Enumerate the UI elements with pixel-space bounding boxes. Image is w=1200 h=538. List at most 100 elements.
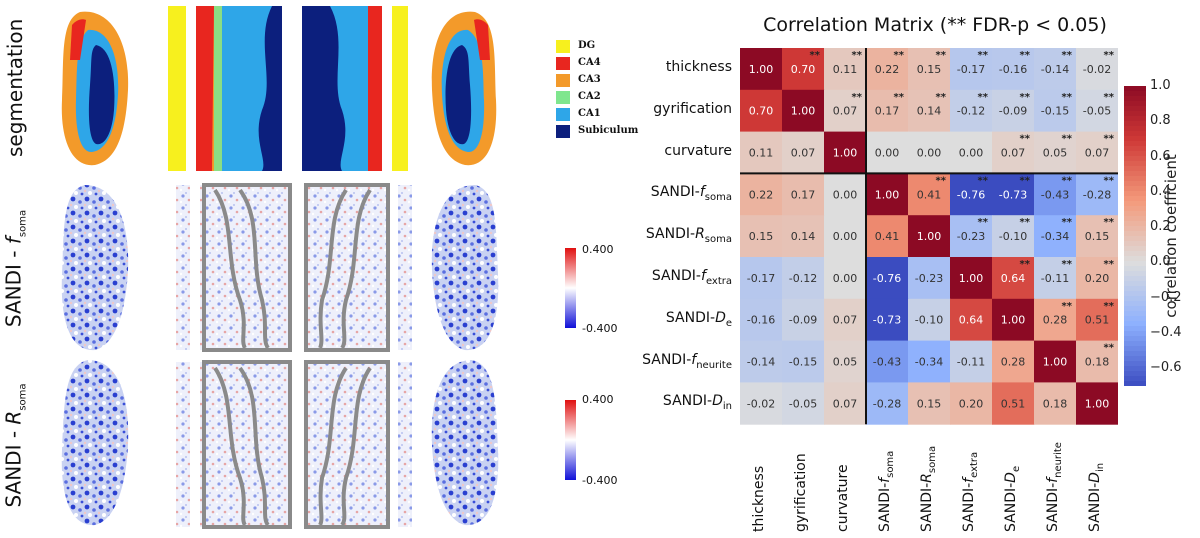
colorbar-segment — [1124, 151, 1146, 157]
matrix-sig-1-7: ** — [1062, 92, 1073, 103]
matrix-sig-0-4: ** — [936, 50, 947, 61]
legend-label-ca3: CA3 — [578, 74, 601, 85]
matrix-cell-8-8 — [1076, 382, 1118, 425]
matrix-sig-4-8: ** — [1104, 217, 1115, 228]
legend-label-subiculum: Subiculum — [578, 125, 639, 136]
matrix-cell-8-2 — [824, 382, 867, 425]
matrix-col-label-8: SANDI-Din — [1087, 462, 1106, 532]
correlation-matrix-heatmap: 1.00 0.70 ** 0.11 ** 0.22 ** 0.15 ** -0.17 ** -0.16… — [740, 48, 1118, 425]
matrix-sig-0-5: ** — [978, 50, 989, 61]
matrix-sig-7-8: ** — [1104, 343, 1115, 354]
matrix-col-label-3: SANDI-fsoma — [877, 450, 896, 532]
matrix-value-5-4: -0.23 — [915, 272, 943, 285]
colorbar-segment — [1124, 366, 1146, 372]
matrix-value-0-5: -0.17 — [957, 63, 985, 76]
legend-swatch-subiculum — [556, 125, 570, 138]
matrix-value-7-1: -0.15 — [789, 356, 817, 369]
legend-label-ca1: CA1 — [578, 108, 601, 119]
legend-label-dg: DG — [578, 40, 596, 51]
fsoma-colorbar — [565, 248, 576, 328]
legend-label-ca2: CA2 — [578, 91, 601, 102]
colorbar-segment — [1124, 261, 1146, 267]
matrix-sig-3-4: ** — [936, 175, 947, 186]
matrix-value-1-5: -0.12 — [957, 105, 985, 118]
segmentation-left-hippocampus — [61, 11, 129, 166]
matrix-cell-3-2 — [824, 173, 867, 216]
matrix-col-label-4: SANDI-Rsoma — [919, 445, 938, 532]
matrix-cell-3-4 — [908, 173, 951, 216]
matrix-sig-5-8: ** — [1104, 259, 1115, 270]
matrix-value-6-7: 0.28 — [1043, 314, 1068, 327]
matrix-value-3-3: 1.00 — [875, 188, 900, 201]
matrix-value-7-2: 0.05 — [833, 356, 858, 369]
colorbar-segment — [1124, 236, 1146, 242]
matrix-cell-5-2 — [824, 257, 867, 300]
matrix-value-5-3: -0.76 — [873, 272, 901, 285]
colorbar-segment — [1124, 141, 1146, 147]
matrix-value-1-3: 0.17 — [875, 105, 900, 118]
matrix-value-2-7: 0.05 — [1043, 147, 1068, 160]
matrix-cell-8-3 — [866, 382, 909, 425]
matrix-value-6-5: 0.64 — [959, 314, 984, 327]
colorbar-segment — [1124, 311, 1146, 317]
matrix-value-8-0: -0.02 — [747, 397, 775, 410]
matrix-cell-7-8 — [1076, 340, 1118, 383]
colorbar-segment — [1124, 356, 1146, 362]
matrix-cell-5-3 — [866, 257, 909, 300]
matrix-cell-4-5 — [950, 215, 993, 258]
matrix-value-8-7: 0.18 — [1043, 397, 1068, 410]
colorbar-segment — [1124, 256, 1146, 262]
colorbar-segment — [1124, 136, 1146, 142]
matrix-value-5-8: 0.20 — [1085, 272, 1110, 285]
colorbar-segment — [1124, 361, 1146, 367]
matrix-value-4-8: 0.15 — [1085, 230, 1110, 243]
matrix-cell-8-7 — [1034, 382, 1077, 425]
matrix-value-0-4: 0.15 — [917, 63, 942, 76]
matrix-cell-5-5 — [950, 257, 993, 300]
colorbar-segment — [1124, 196, 1146, 202]
matrix-cell-5-8 — [1076, 257, 1118, 300]
matrix-value-2-5: 0.00 — [959, 147, 984, 160]
colorbar-segment — [1124, 226, 1146, 232]
matrix-sig-0-8: ** — [1104, 50, 1115, 61]
row-label-fsoma: SANDI - fsoma — [1, 209, 29, 328]
matrix-sig-5-6: ** — [1020, 259, 1031, 270]
matrix-value-8-3: -0.28 — [873, 397, 901, 410]
colorbar-segment — [1124, 186, 1146, 192]
colorbar-tick-8: −0.6 — [1150, 360, 1182, 376]
matrix-value-0-8: -0.02 — [1083, 63, 1111, 76]
matrix-value-0-2: 0.11 — [833, 63, 858, 76]
matrix-cell-7-5 — [950, 340, 993, 383]
colorbar-segment — [1124, 251, 1146, 257]
colorbar-segment — [1124, 266, 1146, 272]
matrix-row-label-7: SANDI-fneurite — [642, 351, 732, 371]
matrix-value-6-6: 1.00 — [1001, 314, 1026, 327]
matrix-value-1-4: 0.14 — [917, 105, 942, 118]
matrix-cell-1-1 — [782, 89, 825, 133]
matrix-cell-7-0 — [740, 340, 783, 383]
colorbar-segment — [1124, 86, 1146, 92]
matrix-value-4-5: -0.23 — [957, 230, 985, 243]
matrix-cell-6-2 — [824, 298, 867, 342]
rsoma-unfolded-left — [200, 360, 292, 529]
legend-swatch-ca3 — [556, 74, 570, 87]
colorbar-segment — [1124, 121, 1146, 127]
matrix-cell-2-2 — [824, 131, 867, 174]
matrix-value-6-2: 0.07 — [833, 314, 858, 327]
fsoma-colorbar-max: 0.400 — [582, 243, 614, 256]
matrix-cell-5-4 — [908, 257, 951, 300]
matrix-value-3-2: 0.00 — [833, 188, 858, 201]
matrix-sig-1-3: ** — [894, 92, 905, 103]
fsoma-dg-strip-left — [176, 185, 190, 350]
colorbar-tick-4: 0.2 — [1150, 219, 1171, 235]
colorbar-segment — [1124, 231, 1146, 237]
matrix-sig-4-7: ** — [1062, 217, 1073, 228]
matrix-sig-4-6: ** — [1020, 217, 1031, 228]
matrix-value-2-3: 0.00 — [875, 147, 900, 160]
matrix-value-0-3: 0.22 — [875, 63, 900, 76]
matrix-cell-1-8 — [1076, 89, 1118, 133]
matrix-col-label-1: gyrification — [793, 453, 809, 532]
matrix-value-7-3: -0.43 — [873, 356, 901, 369]
colorbar-segment — [1124, 206, 1146, 212]
matrix-cell-7-1 — [782, 340, 825, 383]
